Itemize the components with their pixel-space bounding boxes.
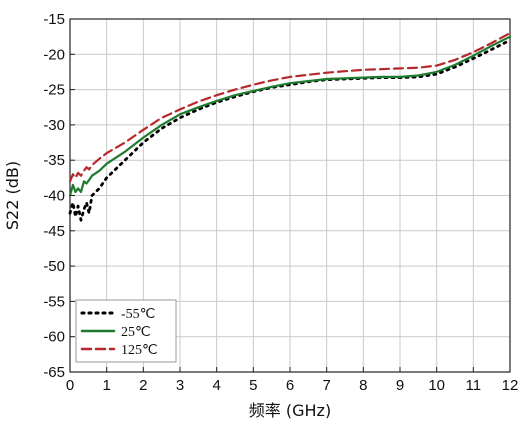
x-tick-label: 4 <box>212 377 220 394</box>
y-tick-label: -20 <box>43 46 65 63</box>
y-axis-title: S22 (dB) <box>3 161 22 230</box>
y-tick-label: -40 <box>43 188 65 205</box>
legend-label-3: 125℃ <box>121 343 158 358</box>
y-axis-ticks: -15 -20 -25 -30 -35 -40 -45 -50 -55 -60 -65 <box>43 11 75 381</box>
y-tick-label: -45 <box>43 223 65 240</box>
x-tick-label: 2 <box>139 377 147 394</box>
y-tick-label: -55 <box>43 293 65 310</box>
x-tick-label: 5 <box>249 377 257 394</box>
y-tick-label: -25 <box>43 82 65 99</box>
x-axis-title: 频率 (GHz) <box>249 401 331 420</box>
x-tick-label: 9 <box>396 377 404 394</box>
series-line-1 <box>68 38 512 222</box>
x-tick-label: 10 <box>428 377 445 394</box>
x-tick-label: 0 <box>66 377 74 394</box>
y-tick-label: -50 <box>43 258 65 275</box>
legend-label-1: -55℃ <box>121 307 155 322</box>
y-tick-label: -30 <box>43 117 65 134</box>
y-tick-label: -15 <box>43 11 65 28</box>
y-tick-label: -60 <box>43 329 65 346</box>
x-tick-label: 11 <box>466 377 482 394</box>
x-tick-label: 1 <box>102 377 110 394</box>
x-tick-label: 6 <box>286 377 294 394</box>
series-line-2 <box>68 35 512 197</box>
series-line-3 <box>68 32 512 183</box>
x-axis-ticks: 0 1 2 3 4 5 6 7 8 9 10 11 12 <box>66 367 519 394</box>
legend-label-2: 25℃ <box>121 325 151 340</box>
series-layer <box>68 32 512 222</box>
x-tick-label: 12 <box>502 377 519 394</box>
y-tick-label: -35 <box>43 152 65 169</box>
legend: -55℃ 25℃ 125℃ <box>75 299 177 363</box>
x-tick-label: 8 <box>359 377 367 394</box>
x-tick-label: 3 <box>176 377 184 394</box>
x-tick-label: 7 <box>322 377 330 394</box>
y-tick-label: -65 <box>43 364 65 381</box>
